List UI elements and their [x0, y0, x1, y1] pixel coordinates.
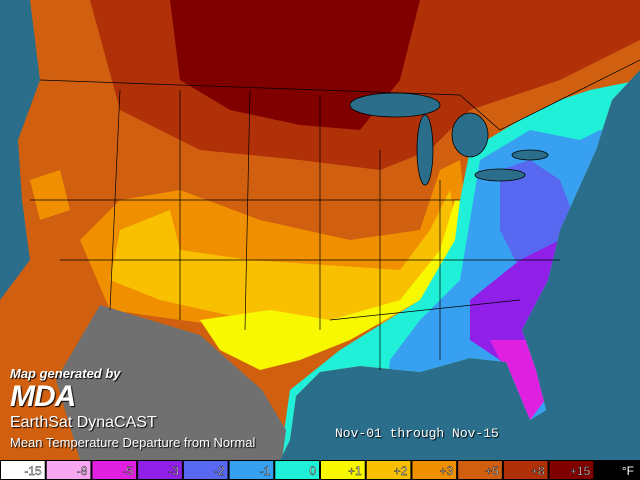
legend-swatch: [549, 461, 594, 479]
legend-swatch: [412, 461, 457, 479]
great-lakes: [349, 92, 549, 186]
legend-label: +15: [570, 464, 591, 478]
legend-label: -15: [24, 464, 42, 478]
legend: -15 -8 -5 -3 -2 -1 0 +1 +2 +3 +5 +8 +15 °F: [0, 460, 640, 480]
legend-label: -3: [168, 464, 179, 478]
legend-label: 0: [309, 464, 316, 478]
legend-swatch: [92, 461, 137, 479]
legend-swatch: [366, 461, 411, 479]
legend-label: +2: [394, 464, 408, 478]
legend-unit: °F: [622, 464, 634, 478]
product-name: EarthSat DynaCAST: [10, 414, 157, 431]
legend-label: +1: [348, 464, 362, 478]
subtitle: Mean Temperature Departure from Normal: [10, 435, 256, 450]
borders: [30, 59, 640, 370]
legend-swatch: [229, 461, 274, 479]
legend-swatch: [138, 461, 182, 479]
legend-swatch: [321, 461, 365, 479]
legend-label: -2: [214, 464, 225, 478]
legend-swatch: [1, 461, 45, 479]
legend-label: -1: [260, 464, 271, 478]
logo: MDA: [10, 380, 76, 413]
legend-label: +3: [439, 464, 453, 478]
legend-label: +5: [485, 464, 499, 478]
legend-label: +8: [531, 464, 545, 478]
legend-swatch: [46, 461, 91, 479]
legend-swatch: [503, 461, 548, 479]
legend-swatch: [458, 461, 502, 479]
legend-swatch: [275, 461, 319, 479]
legend-swatch: [183, 461, 228, 479]
legend-label: -8: [77, 464, 88, 478]
mexico: [56, 305, 286, 460]
map: [0, 0, 640, 460]
legend-label: -5: [122, 464, 133, 478]
period: Nov-01 through Nov-15: [335, 426, 499, 441]
credit-line: Map generated by: [10, 366, 121, 381]
